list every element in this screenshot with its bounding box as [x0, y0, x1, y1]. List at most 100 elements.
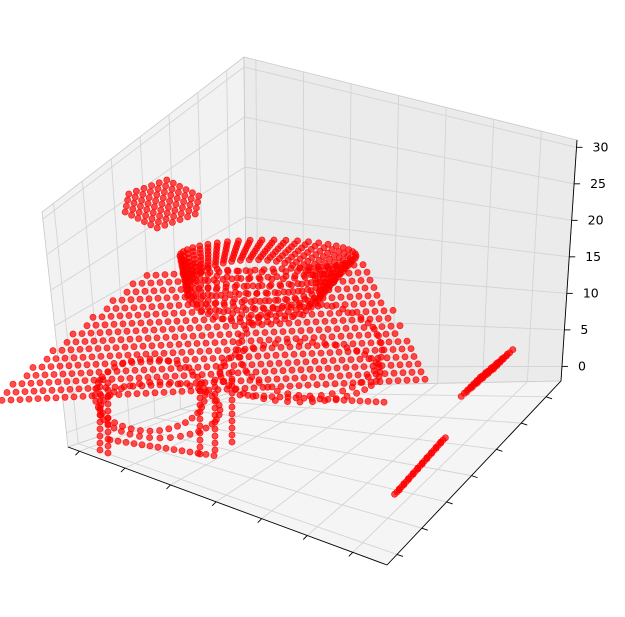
- front-patch-point: [414, 464, 421, 472]
- car-body-point: [121, 304, 129, 312]
- car-body-point: [41, 371, 49, 379]
- z-grid-line: [54, 216, 570, 327]
- car-body-point: [166, 302, 174, 310]
- car-body-point: [354, 371, 362, 379]
- car-body-point: [324, 249, 331, 257]
- car-body-point: [317, 301, 325, 308]
- car-body-point: [25, 395, 33, 403]
- car-body-point: [300, 394, 308, 402]
- car-body-point: [30, 387, 38, 395]
- axes-panes: [41, 56, 578, 566]
- car-body-point: [165, 425, 173, 433]
- car-body-point: [264, 309, 272, 317]
- car-body-point: [345, 371, 353, 379]
- car-body-point: [18, 380, 26, 388]
- car-body-point: [414, 360, 422, 368]
- car-body-point: [236, 314, 244, 322]
- car-body-point: [125, 312, 133, 319]
- roof-patch-point: [155, 179, 163, 187]
- y-grid-line: [53, 203, 398, 555]
- car-body-point: [36, 379, 44, 387]
- x-tick: [348, 552, 354, 557]
- car-body-point: [361, 350, 369, 358]
- car-body-point: [134, 311, 142, 319]
- car-body-point: [312, 279, 320, 287]
- car-body-point: [136, 380, 143, 388]
- car-body-point: [278, 265, 286, 273]
- car-body-point: [284, 338, 291, 346]
- car-body-point: [96, 329, 104, 337]
- roof-patch-point: [178, 204, 186, 211]
- car-body-point: [182, 317, 190, 325]
- x-tick: [75, 450, 80, 456]
- car-body-point: [122, 367, 130, 375]
- car-body-point: [317, 349, 325, 357]
- y-tick: [396, 554, 404, 557]
- roof-patch-point: [181, 192, 189, 199]
- car-body-point: [32, 371, 40, 379]
- car-body-point: [124, 390, 132, 398]
- car-body-point: [195, 324, 203, 332]
- car-body-point: [359, 300, 367, 308]
- car-body-point: [337, 332, 345, 340]
- roof-patch-point: [147, 221, 155, 229]
- car-body-point: [65, 362, 73, 370]
- car-body-point: [250, 384, 258, 392]
- car-body-point: [271, 340, 279, 347]
- car-body-point: [339, 317, 347, 324]
- car-body-point: [110, 388, 118, 396]
- car-body-point: [211, 390, 219, 398]
- car-body-point: [245, 314, 253, 321]
- car-body-point: [355, 331, 363, 339]
- roof-patch-point: [160, 188, 168, 196]
- car-body-point: [76, 345, 84, 353]
- car-body-point: [282, 375, 290, 382]
- car-body-point: [59, 370, 67, 378]
- roof-patch-point: [148, 215, 156, 223]
- car-body-point: [228, 275, 236, 283]
- car-body-point: [315, 326, 323, 334]
- car-body-point: [184, 340, 192, 348]
- car-body-point: [249, 282, 257, 290]
- car-body-point: [264, 256, 271, 264]
- car-body-point: [150, 287, 158, 295]
- car-body-point: [104, 414, 112, 422]
- car-body-point: [340, 379, 348, 387]
- car-body-point: [346, 332, 354, 340]
- right-patch-point: [463, 388, 470, 396]
- car-body-point: [138, 279, 146, 287]
- car-body-point: [87, 329, 95, 337]
- car-body-point: [373, 291, 381, 299]
- car-body-point: [332, 341, 340, 349]
- car-body-point: [371, 346, 379, 354]
- car-body-point: [174, 360, 181, 368]
- y-axis-line: [386, 380, 562, 566]
- car-body-point: [196, 394, 204, 402]
- car-body-point: [284, 302, 292, 310]
- roof-patch-point: [169, 179, 177, 187]
- car-body-point: [96, 432, 104, 440]
- car-body-point: [339, 277, 347, 285]
- car-body-point: [81, 338, 89, 345]
- roof-patch-point: [132, 187, 140, 195]
- car-body-point: [248, 361, 256, 368]
- car-body-point: [181, 293, 189, 301]
- roof-patch-point: [194, 198, 201, 206]
- z-grid-line: [58, 266, 567, 362]
- car-body-point: [179, 309, 187, 317]
- car-body-point: [370, 325, 378, 333]
- car-body-point: [228, 257, 235, 265]
- car-body-point: [348, 316, 356, 324]
- car-body-point: [75, 385, 83, 393]
- y-grid-line: [81, 180, 422, 529]
- z-axis-line: [560, 139, 578, 382]
- car-body-point: [174, 422, 181, 430]
- car-body-point: [352, 284, 360, 292]
- car-body-point: [186, 382, 194, 390]
- car-body-point: [252, 368, 260, 376]
- car-body-point: [300, 374, 308, 382]
- car-body-point: [197, 308, 205, 316]
- car-body-point: [167, 365, 175, 372]
- car-body-point: [104, 400, 112, 408]
- car-body-point: [180, 372, 188, 379]
